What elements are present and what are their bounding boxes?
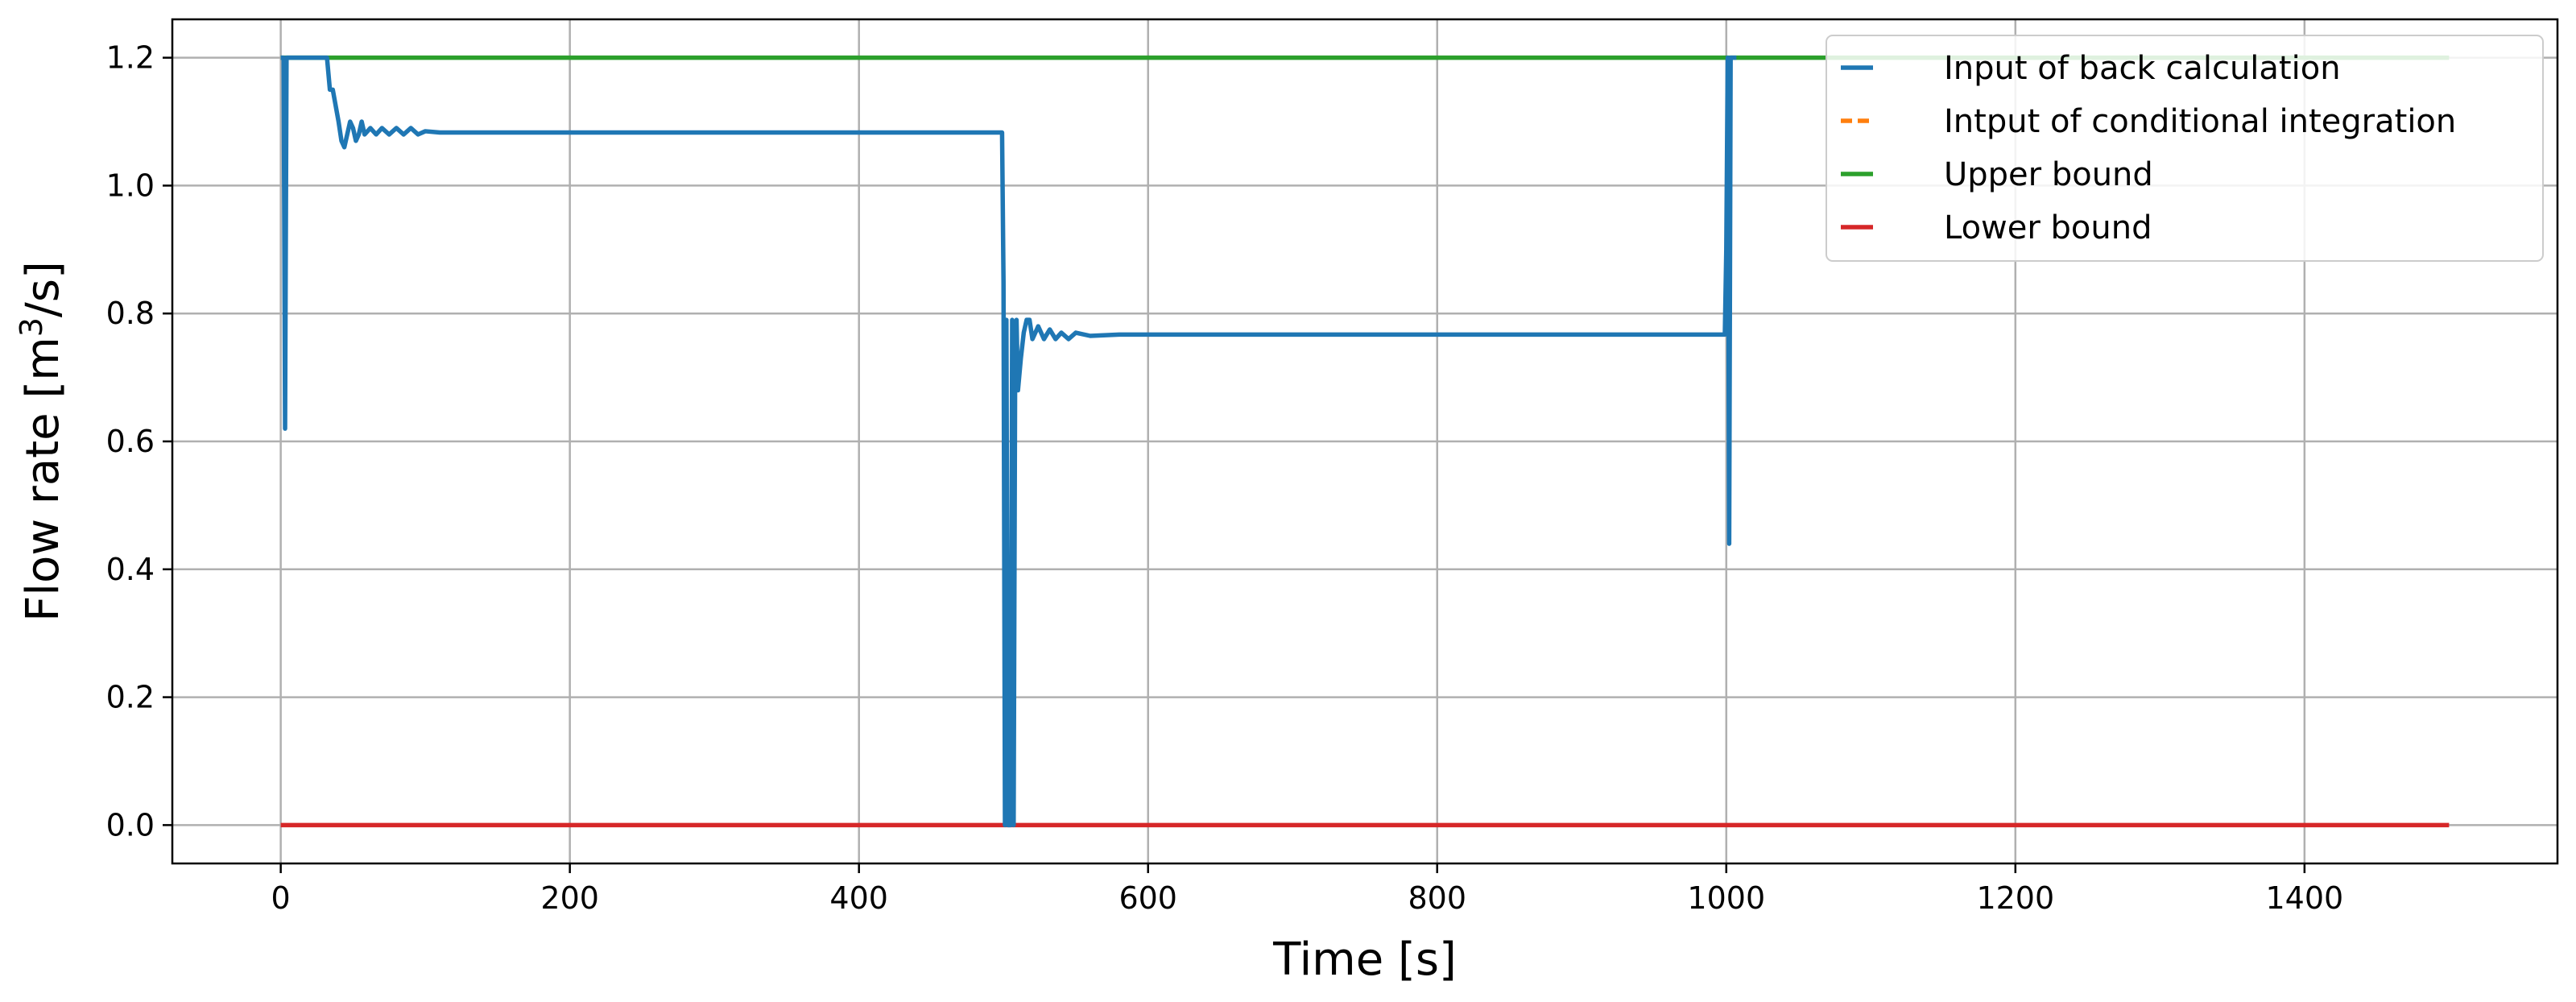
legend-label-3: Lower bound — [1944, 209, 2152, 246]
axis-ticks: 0 200 400 600 800 1000 1200 1400 0.0 0.2 0.4 0.6 0.8… — [106, 40, 2344, 916]
x-tick-label: 1000 — [1687, 880, 1765, 916]
x-tick-label: 800 — [1408, 880, 1466, 916]
y-tick-label: 0.2 — [106, 680, 155, 715]
legend-label-0: Input of back calculation — [1944, 50, 2341, 87]
y-axis-label-main: Flow rate [m — [17, 337, 69, 622]
series-line-0 — [280, 55, 1738, 828]
x-axis-label: Time [s] — [1272, 934, 1457, 986]
x-tick-label: 600 — [1118, 880, 1177, 916]
legend: Input of back calculation Intput of condi… — [1826, 35, 2544, 262]
y-axis-label: Flow rate [m3/s] — [14, 261, 69, 622]
y-axis-label-superscript: 3 — [14, 317, 49, 337]
y-tick-label: 1.0 — [106, 168, 155, 203]
y-axis-label-unit: /s] — [17, 261, 69, 317]
y-tick-label: 0.6 — [106, 424, 155, 459]
x-tick-label: 1200 — [1976, 880, 2054, 916]
x-tick-label: 1400 — [2265, 880, 2343, 916]
legend-box — [1826, 35, 2544, 262]
x-tick-label: 0 — [271, 880, 291, 916]
y-tick-label: 0.8 — [106, 296, 155, 331]
x-tick-label: 400 — [829, 880, 888, 916]
x-tick-label: 200 — [540, 880, 599, 916]
legend-label-2: Upper bound — [1944, 156, 2153, 193]
y-tick-label: 0.0 — [106, 807, 155, 843]
legend-label-1: Intput of conditional integration — [1944, 103, 2456, 140]
y-tick-label: 0.4 — [106, 552, 155, 587]
y-tick-label: 1.2 — [106, 40, 155, 76]
